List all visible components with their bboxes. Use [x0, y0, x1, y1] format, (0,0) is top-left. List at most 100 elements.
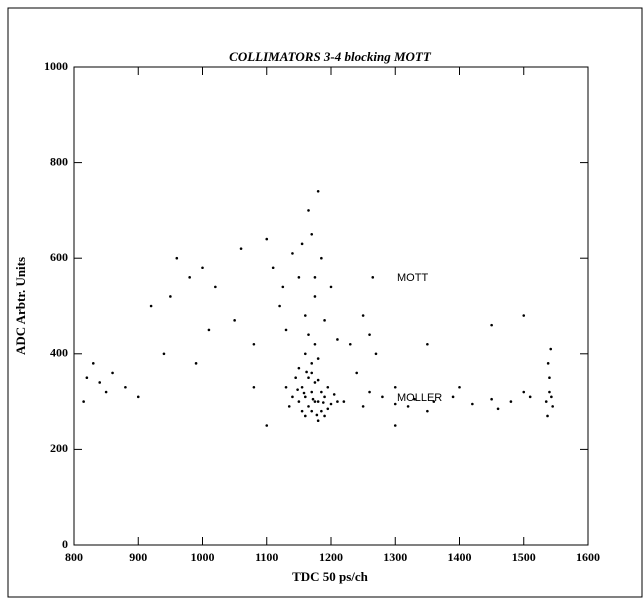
point: [332, 393, 336, 396]
point: [546, 362, 550, 365]
point: [313, 400, 317, 403]
point: [393, 385, 397, 389]
annotation: MOTT: [397, 272, 428, 284]
point: [393, 424, 397, 427]
point: [316, 400, 320, 403]
point: [304, 414, 307, 418]
point: [175, 256, 179, 260]
point: [111, 371, 114, 375]
point: [91, 362, 95, 365]
point: [294, 376, 297, 380]
point: [323, 395, 326, 399]
point: [307, 405, 310, 408]
point: [316, 357, 320, 360]
point: [300, 242, 304, 246]
point: [297, 276, 301, 279]
point: [329, 402, 333, 406]
point: [265, 237, 269, 241]
point: [348, 342, 352, 346]
point: [271, 266, 275, 270]
point: [329, 285, 333, 289]
x-tick-label: 900: [129, 550, 147, 564]
point: [82, 400, 85, 403]
point: [307, 376, 310, 380]
point: [313, 381, 317, 384]
point: [287, 405, 291, 408]
point: [371, 276, 375, 279]
point: [284, 385, 288, 389]
point: [326, 407, 330, 411]
point: [342, 400, 346, 403]
point: [297, 400, 301, 403]
point: [296, 388, 299, 391]
point: [194, 362, 198, 365]
frame: [7, 7, 643, 598]
point: [315, 413, 319, 417]
point: [528, 395, 532, 399]
point: [188, 276, 191, 279]
point: [320, 409, 323, 413]
point: [302, 391, 306, 395]
x-tick-label: 1600: [576, 550, 600, 564]
y-tick-label: 0: [62, 537, 68, 551]
point: [496, 407, 500, 411]
point: [522, 314, 526, 317]
point: [509, 400, 513, 403]
point: [374, 352, 378, 356]
point: [291, 395, 294, 399]
point: [278, 304, 281, 308]
point: [551, 405, 554, 408]
point: [321, 401, 325, 404]
point: [300, 385, 304, 389]
point: [550, 395, 553, 399]
chart-title: COLLIMATORS 3-4 blocking MOTT: [229, 49, 432, 64]
point: [304, 352, 307, 356]
point: [522, 390, 526, 394]
point: [313, 295, 317, 298]
y-tick-label: 600: [50, 250, 68, 264]
point: [426, 342, 429, 346]
point: [323, 319, 326, 322]
point: [310, 362, 314, 365]
point: [304, 314, 307, 317]
point: [393, 402, 397, 406]
point: [368, 333, 371, 336]
point: [313, 342, 317, 346]
point: [549, 347, 553, 351]
point: [361, 405, 365, 408]
y-tick-label: 400: [50, 346, 68, 360]
point: [252, 342, 256, 346]
point: [252, 385, 256, 389]
point: [169, 295, 172, 298]
point: [162, 352, 166, 356]
point: [546, 414, 549, 418]
point: [207, 328, 211, 332]
point: [544, 400, 548, 403]
point: [316, 419, 320, 423]
point: [304, 395, 307, 399]
point: [104, 390, 108, 394]
point: [368, 390, 371, 394]
point: [316, 378, 320, 382]
point: [233, 319, 236, 322]
point: [310, 409, 314, 413]
point: [432, 400, 436, 403]
point: [305, 370, 308, 374]
point: [214, 285, 217, 289]
point: [320, 256, 323, 260]
point: [426, 409, 429, 413]
point: [98, 381, 101, 384]
annotation: MOLLER: [397, 392, 442, 404]
point: [85, 376, 89, 380]
point: [239, 247, 243, 250]
x-tick-label: 1000: [191, 550, 215, 564]
point: [307, 333, 310, 336]
point: [471, 402, 474, 406]
point: [406, 405, 410, 408]
point: [381, 395, 384, 399]
point: [548, 376, 551, 380]
x-tick-label: 1300: [383, 550, 407, 564]
point: [413, 397, 416, 401]
point: [284, 328, 288, 332]
y-tick-label: 200: [50, 441, 68, 455]
